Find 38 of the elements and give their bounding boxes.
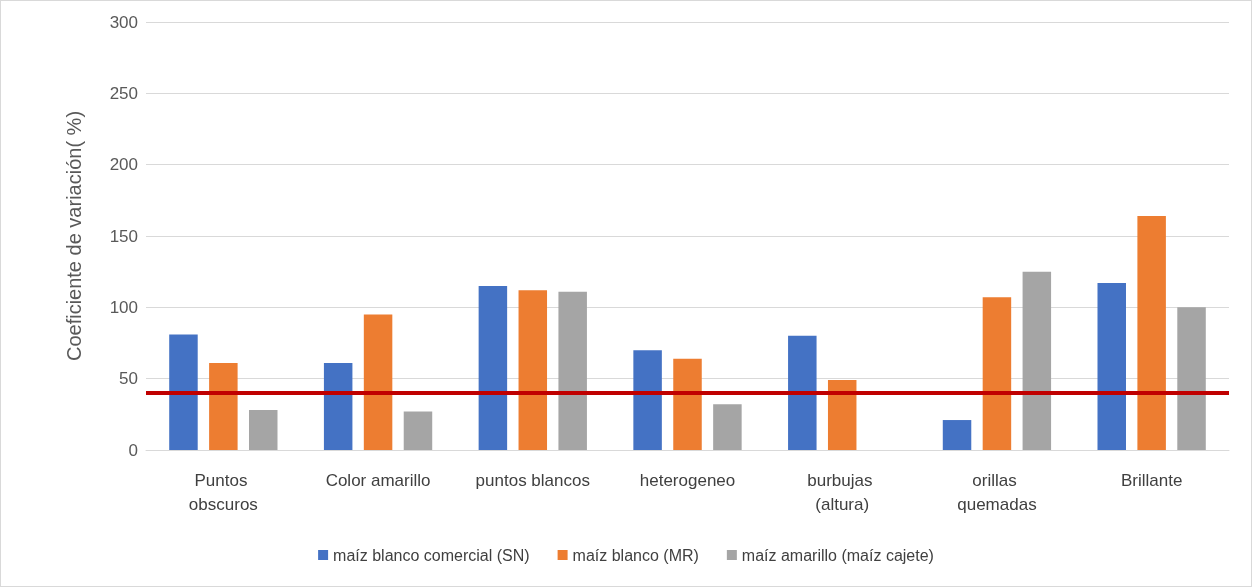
bar — [169, 334, 198, 450]
x-tick-label: orillas quemadas — [957, 470, 1037, 514]
y-tick-label: 150 — [109, 226, 138, 246]
x-tick-label: Brillante — [1120, 470, 1183, 490]
bar — [249, 410, 278, 450]
bar — [363, 314, 393, 450]
bar — [323, 362, 353, 450]
bar — [1022, 271, 1052, 450]
y-tick-label: 50 — [119, 369, 138, 389]
bar — [558, 291, 587, 450]
bar — [942, 420, 972, 450]
x-tick-label: burbujas (altura) — [807, 470, 878, 514]
bar — [403, 411, 433, 450]
bar — [1097, 283, 1126, 450]
bar — [633, 350, 662, 450]
bar — [209, 362, 238, 450]
y-tick-label: 300 — [109, 12, 138, 32]
y-tick-label: 0 — [128, 440, 138, 460]
bar — [827, 380, 857, 450]
legend-label: maíz blanco comercial (SN) — [333, 546, 530, 564]
bar — [982, 297, 1012, 450]
y-tick-label: 200 — [109, 155, 138, 175]
bar — [713, 404, 742, 450]
bar — [1177, 307, 1206, 450]
bar — [1137, 216, 1166, 450]
x-tick-label: Color amarillo — [325, 470, 431, 490]
x-tick-label: Puntos obscuros — [188, 470, 258, 514]
x-tick-label: puntos blancos — [475, 470, 590, 490]
legend-label: maíz blanco (MR) — [572, 546, 699, 564]
bar — [788, 335, 817, 450]
x-tick-label: heterogeneo — [639, 470, 736, 490]
bar — [478, 285, 508, 450]
y-axis-title: Coeficiente de variación( %) — [63, 110, 85, 362]
y-tick-label: 100 — [109, 297, 138, 317]
legend-label: maíz amarillo (maíz cajete) — [741, 546, 934, 564]
bar — [673, 358, 702, 450]
bar — [518, 290, 548, 450]
y-tick-label: 250 — [109, 83, 138, 103]
